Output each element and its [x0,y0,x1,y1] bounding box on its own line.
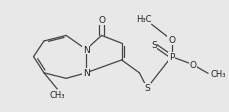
Text: S: S [144,84,150,93]
Text: S: S [151,40,157,49]
Text: O: O [189,60,196,69]
Text: H₃C: H₃C [136,15,152,24]
Text: N: N [83,69,90,78]
Text: O: O [168,36,175,45]
Text: P: P [169,53,174,62]
Text: CH₃: CH₃ [49,90,65,99]
Text: CH₃: CH₃ [210,69,226,78]
Text: N: N [83,45,90,54]
Text: O: O [98,16,105,25]
